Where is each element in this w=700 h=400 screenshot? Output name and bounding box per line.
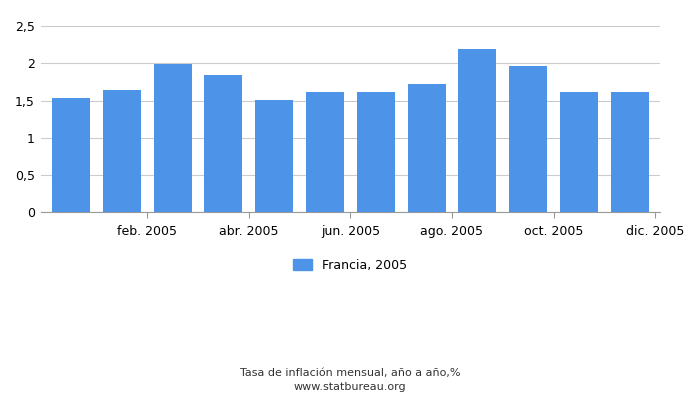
- Bar: [458, 48, 496, 212]
- Bar: [52, 98, 90, 212]
- Bar: [103, 90, 141, 212]
- Bar: [560, 92, 598, 212]
- Bar: [509, 66, 547, 212]
- Bar: [204, 74, 242, 212]
- Bar: [407, 84, 446, 212]
- Legend: Francia, 2005: Francia, 2005: [288, 254, 412, 277]
- Text: Tasa de inflación mensual, año a año,%
www.statbureau.org: Tasa de inflación mensual, año a año,% w…: [239, 368, 461, 392]
- Bar: [610, 92, 649, 212]
- Bar: [306, 92, 344, 212]
- Bar: [357, 92, 395, 212]
- Bar: [153, 64, 192, 212]
- Bar: [256, 100, 293, 212]
